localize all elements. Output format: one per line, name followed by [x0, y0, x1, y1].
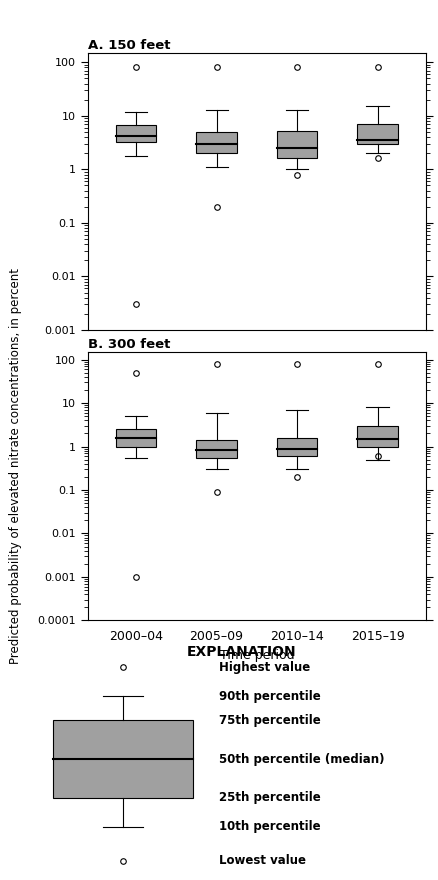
Text: 25th percentile: 25th percentile: [219, 791, 321, 804]
Bar: [276, 131, 317, 158]
Bar: [53, 720, 193, 797]
Text: 90th percentile: 90th percentile: [219, 690, 321, 702]
Bar: [116, 429, 156, 446]
Text: EXPLANATION: EXPLANATION: [186, 645, 296, 659]
Text: Lowest value: Lowest value: [219, 854, 306, 867]
Text: 75th percentile: 75th percentile: [219, 714, 321, 727]
Text: A. 150 feet: A. 150 feet: [88, 39, 170, 52]
Text: Highest value: Highest value: [219, 661, 310, 673]
Bar: [276, 437, 317, 456]
Text: 50th percentile (median): 50th percentile (median): [219, 752, 384, 766]
Bar: [357, 124, 397, 143]
Text: Predicted probability of elevated nitrate concentrations, in percent: Predicted probability of elevated nitrat…: [9, 268, 22, 664]
Text: B. 300 feet: B. 300 feet: [88, 338, 170, 351]
Bar: [196, 132, 236, 153]
Bar: [357, 426, 397, 446]
Bar: [196, 440, 236, 458]
Bar: [116, 125, 156, 143]
Text: 10th percentile: 10th percentile: [219, 820, 320, 833]
X-axis label: Time period: Time period: [219, 649, 293, 662]
